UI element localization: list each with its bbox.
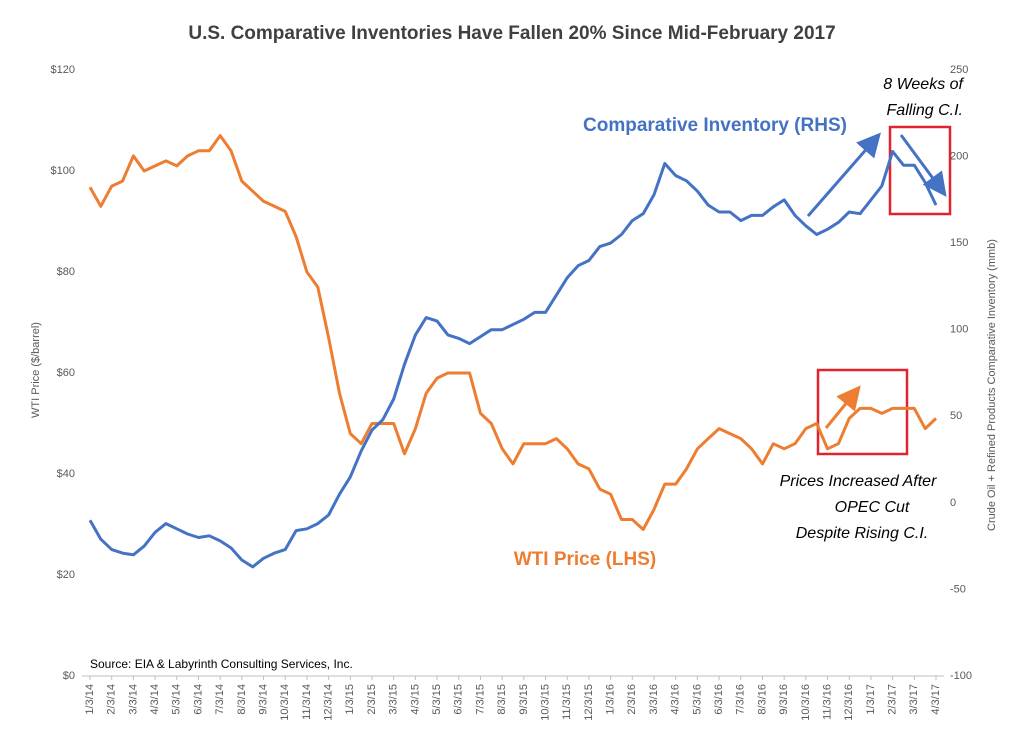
y-tick-label: $80 <box>57 266 75 278</box>
y-tick-label: $100 <box>51 165 75 177</box>
x-tick-label: 2/3/14 <box>106 684 118 715</box>
x-tick-label: 5/3/15 <box>431 684 443 715</box>
x-tick-label: 2/3/17 <box>887 684 899 715</box>
arrow <box>806 132 881 217</box>
legend-label: WTI Price (LHS) <box>514 549 657 570</box>
annotation: 8 Weeks of <box>883 76 964 93</box>
arrow <box>899 134 947 197</box>
annotation: OPEC Cut <box>835 499 910 516</box>
y-tick-label: $40 <box>57 468 75 480</box>
x-tick-label: 7/3/15 <box>474 684 486 715</box>
y2-tick-label: 200 <box>950 150 968 162</box>
highlight-box <box>816 368 909 456</box>
x-tick-label: 7/3/14 <box>214 684 226 715</box>
x-tick-label: 10/3/16 <box>800 684 812 721</box>
x-tick-label: 4/3/16 <box>670 684 682 715</box>
x-tick-label: 9/3/16 <box>778 684 790 715</box>
x-tick-label: 5/3/16 <box>691 684 703 715</box>
x-tick-label: 4/3/14 <box>149 684 161 715</box>
x-tick-label: 2/3/16 <box>626 684 638 715</box>
y2-tick-label: -100 <box>950 670 972 682</box>
x-tick-label: 8/3/14 <box>236 684 248 715</box>
x-tick-label: 11/3/15 <box>561 684 573 720</box>
x-tick-label: 3/3/14 <box>127 684 139 715</box>
series-line <box>88 149 938 569</box>
x-tick-label: 8/3/15 <box>496 684 508 715</box>
x-tick-label: 6/3/14 <box>192 684 204 715</box>
annotation: Falling C.I. <box>887 102 963 119</box>
legend-label: Comparative Inventory (RHS) <box>583 115 847 136</box>
x-tick-label: 2/3/15 <box>366 684 378 715</box>
y2-tick-label: 150 <box>950 237 968 249</box>
y2-tick-label: 100 <box>950 324 968 336</box>
x-tick-label: 6/3/15 <box>453 684 465 715</box>
x-tick-label: 1/3/16 <box>605 684 617 715</box>
annotation: Prices Increased After <box>780 473 937 490</box>
y-tick-label: $0 <box>63 670 75 682</box>
x-tick-label: 12/3/15 <box>583 684 595 721</box>
x-tick-label: 1/3/14 <box>84 684 96 715</box>
x-tick-label: 1/3/17 <box>865 684 877 715</box>
y2-axis-title: Crude Oil + Refined Products Comparative… <box>986 239 998 531</box>
arrow <box>824 385 861 429</box>
x-tick-label: 11/3/16 <box>821 684 833 720</box>
x-tick-label: 4/3/17 <box>930 684 942 715</box>
highlight-box <box>888 125 952 216</box>
x-tick-label: 3/3/16 <box>648 684 660 715</box>
chart-title: U.S. Comparative Inventories Have Fallen… <box>188 23 835 44</box>
y-tick-label: $20 <box>57 569 75 581</box>
y-tick-label: $60 <box>57 367 75 379</box>
x-tick-label: 10/3/14 <box>279 684 291 721</box>
x-tick-label: 3/3/15 <box>388 684 400 715</box>
x-tick-label: 12/3/16 <box>843 684 855 721</box>
y2-tick-label: 250 <box>950 64 968 76</box>
source-note: Source: EIA & Labyrinth Consulting Servi… <box>90 657 353 671</box>
x-tick-label: 7/3/16 <box>735 684 747 715</box>
y2-tick-label: 50 <box>950 410 962 422</box>
x-tick-label: 11/3/14 <box>301 684 313 720</box>
x-tick-label: 12/3/14 <box>323 684 335 721</box>
x-tick-label: 9/3/14 <box>257 684 269 715</box>
y2-tick-label: -50 <box>950 583 966 595</box>
series-line <box>88 134 938 531</box>
x-tick-label: 1/3/15 <box>344 684 356 715</box>
x-tick-label: 3/3/17 <box>908 684 920 715</box>
x-tick-label: 10/3/15 <box>539 684 551 721</box>
x-tick-label: 9/3/15 <box>518 684 530 715</box>
y-tick-label: $120 <box>51 64 75 76</box>
annotation: Despite Rising C.I. <box>796 525 929 542</box>
x-tick-label: 6/3/16 <box>713 684 725 715</box>
y-axis-title: WTI Price ($/barrel) <box>30 322 42 418</box>
x-tick-label: 8/3/16 <box>756 684 768 715</box>
y2-tick-label: 0 <box>950 497 956 509</box>
x-tick-label: 5/3/14 <box>171 684 183 715</box>
x-tick-label: 4/3/15 <box>409 684 421 715</box>
